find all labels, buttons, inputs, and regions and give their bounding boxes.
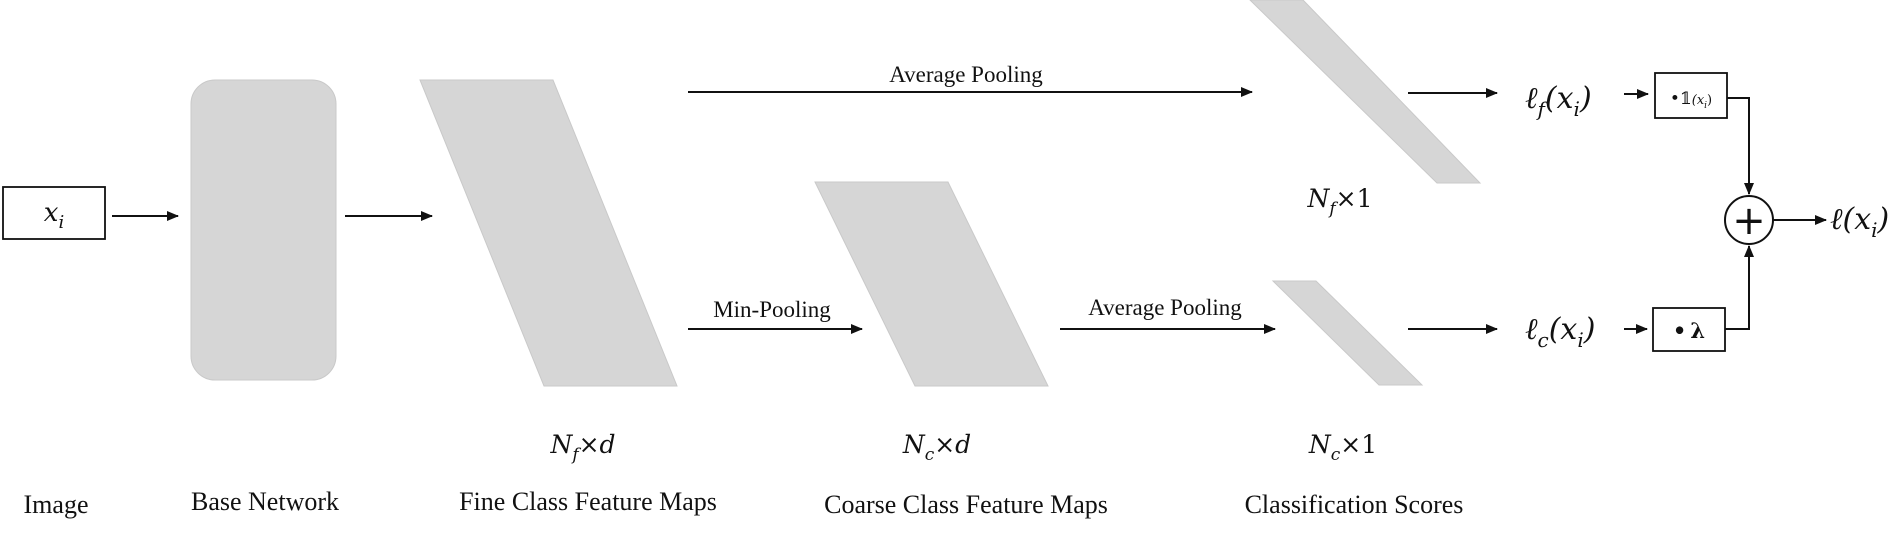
input-label: xi [44, 198, 64, 233]
input-box [2, 186, 106, 240]
fine-scores-dim: Nf×1 [1306, 184, 1372, 219]
fine-multiplier-box [1654, 72, 1728, 119]
arrow-coarse-to-sum [1725, 245, 1754, 330]
sum-symbol: + [1732, 198, 1766, 244]
caption-scores: Classification Scores [1245, 490, 1464, 519]
fine-maps-dim: Nf×d [549, 430, 615, 465]
caption-coarse-maps: Coarse Class Feature Maps [824, 490, 1108, 519]
caption-image: Image [24, 490, 89, 519]
coarse-maps-dim: Nc×d [902, 430, 971, 465]
fine-loss-label: ℓf(xi) [1525, 81, 1592, 121]
coarse-multiplier-label: • λ [1673, 318, 1705, 343]
caption-fine-maps: Fine Class Feature Maps [459, 487, 717, 516]
coarse-scores-block [1271, 280, 1424, 386]
base-network-block [190, 79, 337, 381]
coarse-multiplier-box [1652, 307, 1726, 352]
arrow-fine-to-sum [1727, 97, 1754, 195]
caption-base-network: Base Network [191, 487, 339, 516]
average-pooling-bottom-label: Average Pooling [1088, 295, 1242, 320]
min-pooling-label: Min-Pooling [713, 297, 831, 322]
coarse-loss-label: ℓc(xi) [1525, 312, 1595, 352]
total-loss-label: ℓ(xi) [1830, 202, 1889, 242]
average-pooling-top-label: Average Pooling [889, 62, 1043, 87]
fine-scores-block [1249, 0, 1482, 184]
coarse-scores-dim: Nc×1 [1308, 430, 1377, 465]
coarse-feature-maps-block [814, 181, 1049, 387]
fine-multiplier-label: •𝟙(xi) [1670, 89, 1712, 111]
fine-feature-maps-block [419, 79, 678, 387]
